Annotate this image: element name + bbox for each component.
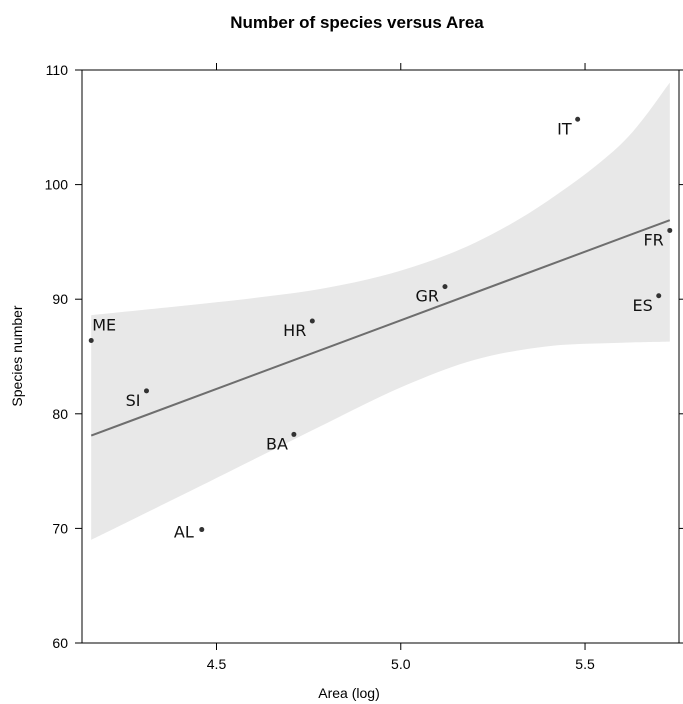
plot-frame — [81, 69, 680, 644]
point-label-es: ES — [632, 296, 652, 315]
data-point-fr — [667, 227, 673, 233]
y-tick-label: 60 — [52, 635, 68, 651]
data-point-hr — [309, 318, 315, 324]
x-tick-label: 5.0 — [391, 656, 411, 672]
y-tick-label: 80 — [52, 406, 68, 422]
data-point-es — [656, 293, 662, 299]
x-tick-label: 4.5 — [207, 656, 227, 672]
data-point-gr — [442, 284, 448, 290]
ticks-layer: 4.5 5.0 5.5 60 70 80 90 100 110 — [45, 62, 683, 672]
fit-line — [90, 219, 671, 437]
data-point-si — [143, 388, 149, 394]
data-point-al — [199, 527, 205, 533]
point-label-me: ME — [92, 315, 116, 334]
points-layer: ME SI AL BA HR GR IT ES FR — [88, 116, 673, 542]
y-tick-label: 100 — [45, 177, 69, 193]
fit-line-layer — [90, 219, 671, 437]
point-label-gr: GR — [415, 287, 439, 306]
point-label-fr: FR — [643, 230, 663, 249]
point-label-al: AL — [174, 523, 194, 542]
y-tick-label: 70 — [52, 520, 68, 536]
point-label-it: IT — [557, 119, 572, 138]
y-axis-label: Species number — [9, 305, 25, 407]
chart-title: Number of species versus Area — [230, 13, 484, 32]
confidence-band — [91, 82, 670, 540]
x-tick-label: 5.5 — [575, 656, 595, 672]
y-tick-label: 90 — [52, 291, 68, 307]
data-point-me — [88, 337, 94, 343]
point-label-hr: HR — [283, 321, 306, 340]
x-axis-label: Area (log) — [318, 685, 379, 701]
confidence-band-layer — [91, 82, 670, 540]
point-label-si: SI — [126, 391, 141, 410]
y-tick-label: 110 — [46, 62, 69, 78]
data-point-ba — [291, 431, 297, 437]
data-point-it — [575, 116, 581, 122]
point-label-ba: BA — [266, 434, 288, 453]
